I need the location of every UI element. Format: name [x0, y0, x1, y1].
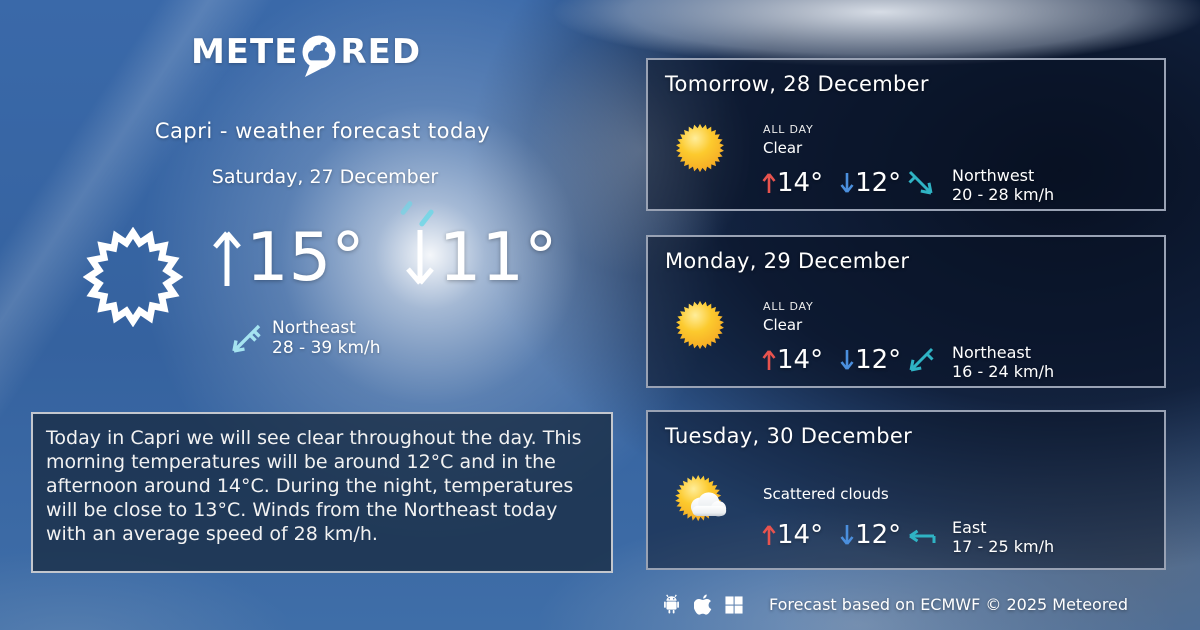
- forecast-summary-box: Today in Capri we will see clear through…: [31, 412, 613, 573]
- wind-from-northeast-icon: [232, 324, 261, 353]
- card-condition: Clear: [763, 139, 803, 157]
- wind-from-northwest-icon: [908, 170, 933, 195]
- forecast-card-tuesday[interactable]: Tuesday, 30 December Scattered clouds 14…: [646, 410, 1166, 570]
- arrow-down-icon: [405, 229, 434, 285]
- arrow-down-icon: [840, 350, 854, 370]
- card-wind-speed: 20 - 28 km/h: [952, 185, 1055, 204]
- platform-links: [662, 594, 743, 615]
- today-high: 15°: [210, 224, 365, 291]
- wind-from-east-icon: [909, 529, 936, 543]
- sun-cloud-icon: [674, 474, 732, 532]
- page-title: Capri - weather forecast today: [154, 119, 491, 143]
- card-wind-speed: 16 - 24 km/h: [952, 362, 1055, 381]
- arrow-down-icon: [840, 525, 854, 545]
- logo-text-left: METE: [190, 31, 299, 72]
- arrow-up-icon: [762, 350, 776, 370]
- arrow-up-icon: [762, 525, 776, 545]
- card-high-value: 14°: [777, 345, 824, 375]
- card-condition: Scattered clouds: [763, 484, 889, 503]
- card-wind: Northeast 16 - 24 km/h: [904, 343, 1054, 381]
- card-title: Monday, 29 December: [665, 249, 910, 273]
- card-wind-direction: Northwest: [952, 166, 1035, 185]
- card-condition: Clear: [763, 316, 803, 334]
- card-title: Tomorrow, 28 December: [665, 72, 929, 96]
- card-period-label: ALL DAY: [763, 123, 814, 136]
- wind-from-northeast-icon: [909, 347, 934, 372]
- windows-icon[interactable]: [725, 595, 743, 614]
- card-wind-direction: East: [952, 518, 987, 537]
- card-title: Tuesday, 30 December: [665, 424, 913, 448]
- card-high-value: 14°: [777, 520, 824, 550]
- today-wind: Northeast 28 - 39 km/h: [226, 318, 381, 360]
- footer: Forecast based on ECMWF © 2025 Meteored: [646, 594, 1166, 615]
- arrow-up-icon: [213, 230, 241, 286]
- today-high-value: 15°: [246, 218, 365, 296]
- card-low-value: 12°: [855, 345, 902, 375]
- forecast-summary-text: Today in Capri we will see clear through…: [46, 427, 582, 545]
- apple-icon[interactable]: [694, 594, 712, 615]
- card-wind-direction: Northeast: [952, 343, 1032, 362]
- forecast-credit: Forecast based on ECMWF © 2025 Meteored: [769, 595, 1129, 614]
- arrow-down-icon: [840, 173, 854, 193]
- forecast-date: Saturday, 27 December: [211, 166, 439, 188]
- card-wind-speed: 17 - 25 km/h: [952, 537, 1055, 556]
- sun-icon: [674, 299, 726, 355]
- card-temperatures: 14° 12°: [761, 522, 901, 548]
- forecast-card-tomorrow[interactable]: Tomorrow, 28 December ALL DAY Clear 14° …: [646, 58, 1166, 211]
- today-low-value: 11°: [438, 218, 558, 296]
- card-low-value: 12°: [855, 168, 902, 198]
- card-temperatures: 14° 12°: [761, 347, 901, 373]
- logo-cloud-bubble-icon: [302, 35, 336, 77]
- today-wind-direction: Northeast: [272, 318, 356, 338]
- meteored-logo[interactable]: METE RED: [0, 31, 612, 77]
- card-high-value: 14°: [777, 168, 824, 198]
- card-wind: Northwest 20 - 28 km/h: [904, 166, 1054, 204]
- today-low: 11°: [403, 224, 558, 291]
- sun-icon: [674, 122, 726, 178]
- logo-text-right: RED: [340, 31, 422, 72]
- card-low-value: 12°: [855, 520, 902, 550]
- forecast-card-monday[interactable]: Monday, 29 December ALL DAY Clear 14° 12…: [646, 235, 1166, 388]
- android-icon[interactable]: [662, 594, 681, 615]
- clear-sky-icon: [82, 226, 184, 331]
- today-wind-speed: 28 - 39 km/h: [272, 338, 381, 358]
- card-wind: East 17 - 25 km/h: [904, 518, 1054, 556]
- arrow-up-icon: [762, 173, 776, 193]
- card-temperatures: 14° 12°: [761, 170, 901, 196]
- today-temperatures: 15° 11°: [210, 224, 558, 291]
- card-period-label: ALL DAY: [763, 300, 814, 313]
